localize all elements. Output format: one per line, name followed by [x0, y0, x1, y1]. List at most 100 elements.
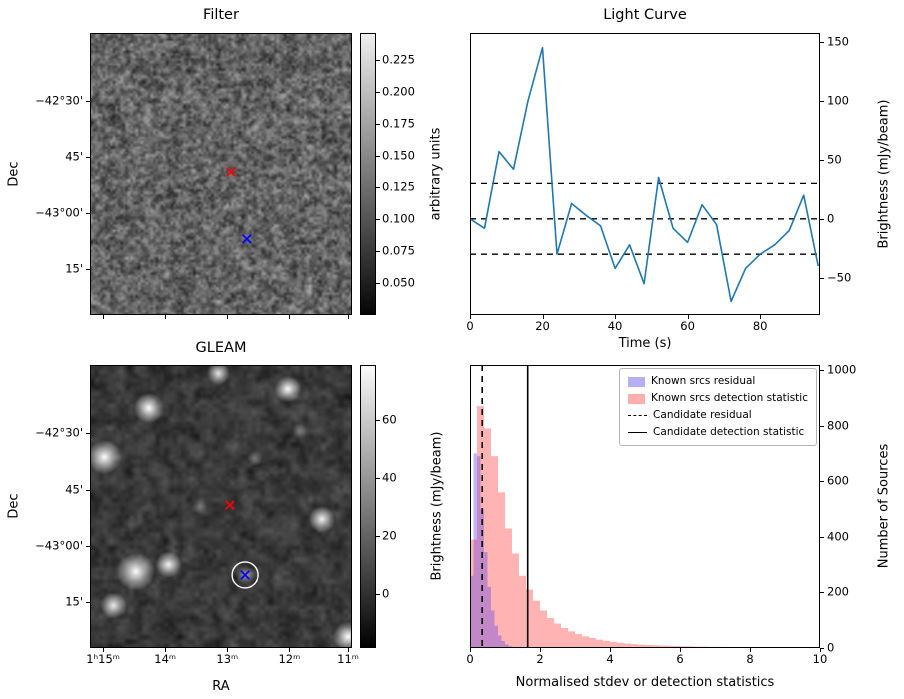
filter-cbar-tick-label: 0.200 — [382, 83, 415, 98]
hist-y-tick-label: 200 — [827, 584, 849, 599]
light-curve-x-axis-label: Time (s) — [618, 336, 672, 351]
filter-ra-tick — [103, 315, 105, 319]
filter-title: Filter — [203, 7, 239, 23]
red-x-marker — [225, 500, 235, 510]
hist-bar — [473, 453, 477, 648]
filter-cbar-tick — [376, 123, 380, 125]
blue-x-marker — [242, 233, 252, 244]
filter-ra-tick — [165, 315, 167, 319]
lc-y-tick-label: 50 — [827, 152, 842, 167]
hist-bar — [554, 623, 561, 648]
filter-cbar-tick-label: 0.150 — [382, 147, 415, 162]
hist-bar — [631, 644, 638, 648]
legend-row: Candidate residual — [628, 407, 808, 424]
hist-x-tick — [680, 648, 681, 652]
gleam-dec-tick — [86, 601, 90, 603]
light-curve-plot — [470, 46, 820, 303]
gleam-cbar-tick-label: 20 — [382, 528, 397, 543]
hist-bar — [494, 625, 498, 648]
light-curve-line — [470, 46, 819, 303]
filter-cbar-tick-label: 0.050 — [382, 275, 415, 290]
hist-x-tick — [540, 648, 541, 652]
hist-bar — [687, 646, 694, 648]
lc-x-tick — [687, 315, 689, 319]
hist-bar — [715, 646, 722, 648]
hist-x-tick-label: 6 — [676, 652, 684, 666]
legend-row: Known srcs detection statistic — [628, 390, 808, 407]
filter-dec-tick — [86, 212, 90, 214]
filter-cbar-tick-label: 0.175 — [382, 115, 415, 130]
hist-bar — [484, 428, 491, 648]
hist-bar — [515, 647, 519, 648]
filter-ra-tick — [348, 315, 350, 319]
legend-swatch-known-residual — [628, 376, 646, 387]
gleam-colorbar: 60 40 20 0 — [360, 365, 397, 648]
legend-row: Known srcs residual — [628, 373, 808, 390]
hist-bar — [722, 647, 729, 648]
lc-x-tick — [615, 315, 617, 319]
lc-x-tick-label: 80 — [752, 319, 768, 333]
hist-bar — [533, 600, 540, 648]
filter-ra-tick — [289, 315, 291, 319]
filter-dec-tick-label: −42°30' — [35, 93, 83, 108]
filter-noise-image — [90, 33, 352, 315]
filter-cbar-tick-label: 0.100 — [382, 211, 415, 226]
hist-bar — [589, 637, 596, 648]
hist-x-tick-label: 10 — [812, 652, 828, 666]
filter-dec-tick — [86, 100, 90, 102]
legend-dashed-line-sample — [628, 415, 648, 416]
histogram-legend: Known srcs residual Known srcs detection… — [619, 368, 817, 446]
hist-y-tick — [820, 536, 824, 538]
lc-y-tick — [820, 41, 824, 43]
lc-y-tick — [820, 100, 824, 102]
filter-map-panel: −42°30' 45' −43°00' 15' — [35, 33, 352, 319]
lc-x-tick-label: 20 — [535, 319, 550, 333]
hist-bar — [547, 617, 554, 648]
gleam-dec-tick — [86, 489, 90, 491]
legend-label-known-detection: Known srcs detection statistic — [651, 392, 808, 404]
legend-swatch-known-detection — [628, 393, 646, 404]
filter-cbar-tick — [376, 283, 380, 285]
hist-bar — [519, 575, 526, 648]
hist-bar — [645, 644, 652, 648]
lc-y-tick-label: 100 — [827, 93, 849, 108]
hist-bar — [491, 456, 498, 648]
gleam-dec-tick — [86, 433, 90, 435]
filter-cbar-tick — [376, 155, 380, 157]
hist-bar — [582, 636, 589, 648]
lc-x-tick — [542, 315, 544, 319]
hist-bar — [652, 645, 659, 648]
histogram-panel: Known srcs residual Known srcs detection… — [466, 364, 856, 665]
gleam-marker-overlay — [225, 500, 259, 589]
filter-colorbar-gradient — [360, 33, 376, 315]
gleam-cbar-tick-label: 40 — [382, 470, 397, 485]
hist-x-tick — [750, 648, 751, 652]
filter-cbar-tick-label: 0.125 — [382, 179, 415, 194]
hist-bar — [743, 647, 750, 648]
hist-bar — [764, 647, 771, 648]
light-curve-title: Light Curve — [603, 7, 687, 23]
hist-bar — [771, 647, 778, 648]
filter-dec-axis-label: Dec — [6, 161, 22, 187]
gleam-colorbar-label: Brightness (mJy/beam) — [429, 431, 445, 581]
gleam-ra-tick-label: 12ᵐ — [278, 652, 301, 666]
gleam-cbar-tick — [376, 419, 380, 421]
hist-bar — [505, 644, 509, 648]
candidate-circle — [231, 561, 259, 589]
hist-y-tick-label: 400 — [827, 529, 849, 544]
filter-cbar-tick — [376, 59, 380, 61]
histogram-x-axis-label: Normalised stdev or detection statistics — [515, 675, 775, 690]
hist-bar — [508, 646, 512, 648]
hist-bar — [750, 647, 757, 648]
hist-y-tick — [820, 425, 824, 427]
hist-bar — [757, 647, 764, 648]
hist-y-tick-label: 1000 — [827, 362, 857, 377]
gleam-ra-tick — [289, 648, 291, 652]
filter-cbar-tick — [376, 251, 380, 253]
filter-cbar-tick-label: 0.075 — [382, 243, 415, 258]
lc-y-tick — [820, 159, 824, 161]
gleam-x-axis-label: RA — [212, 679, 230, 694]
hist-bar — [568, 631, 575, 648]
hist-bar — [701, 646, 708, 648]
